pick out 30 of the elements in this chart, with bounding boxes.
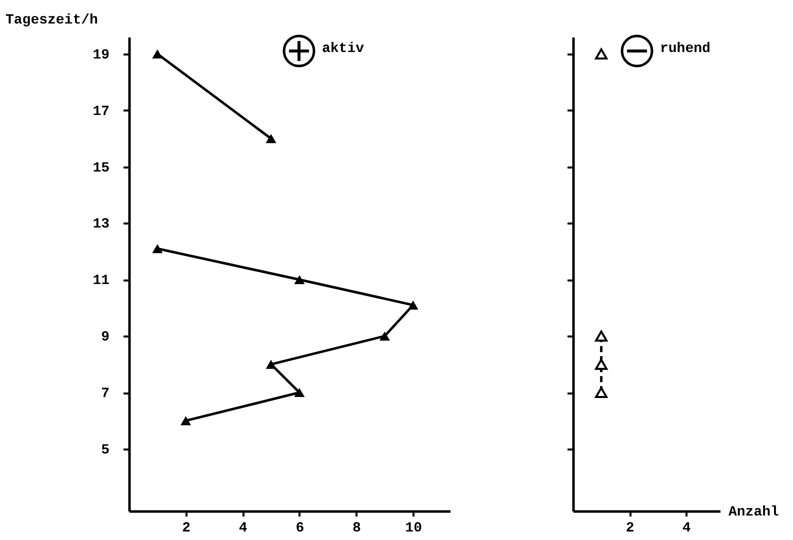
point — [266, 360, 276, 369]
point — [408, 300, 418, 310]
y-tick-label: 5 — [101, 442, 110, 458]
annotation: aktiv — [322, 41, 364, 57]
point — [595, 48, 608, 60]
y-tick-label: 11 — [92, 273, 110, 290]
point — [595, 358, 608, 370]
point — [595, 386, 608, 398]
y-tick-label: 19 — [92, 47, 110, 64]
x-axis-title: Anzahl — [728, 504, 779, 520]
annotation: ruhend — [660, 41, 710, 57]
x-tick-label: 4 — [238, 520, 248, 536]
x-tick-label: 10 — [405, 520, 422, 536]
y-tick-label: 15 — [92, 160, 110, 176]
point — [595, 330, 608, 342]
point — [294, 275, 305, 284]
y-axis-title: Tageszeit/h — [6, 12, 98, 28]
y-tick-label: 17 — [92, 104, 110, 120]
y-tick-label: 13 — [92, 216, 110, 233]
x-tick-label: 2 — [626, 520, 634, 536]
y-tick-label: 7 — [101, 386, 110, 402]
x-tick-label: 4 — [682, 520, 691, 536]
point — [294, 388, 305, 398]
x-tick-label: 8 — [352, 520, 361, 536]
y-tick-label: 9 — [101, 330, 110, 346]
point — [180, 416, 192, 426]
point — [152, 244, 163, 254]
x-tick-label: 2 — [182, 520, 191, 536]
x-tick-label: 6 — [296, 520, 304, 536]
point — [379, 332, 390, 341]
